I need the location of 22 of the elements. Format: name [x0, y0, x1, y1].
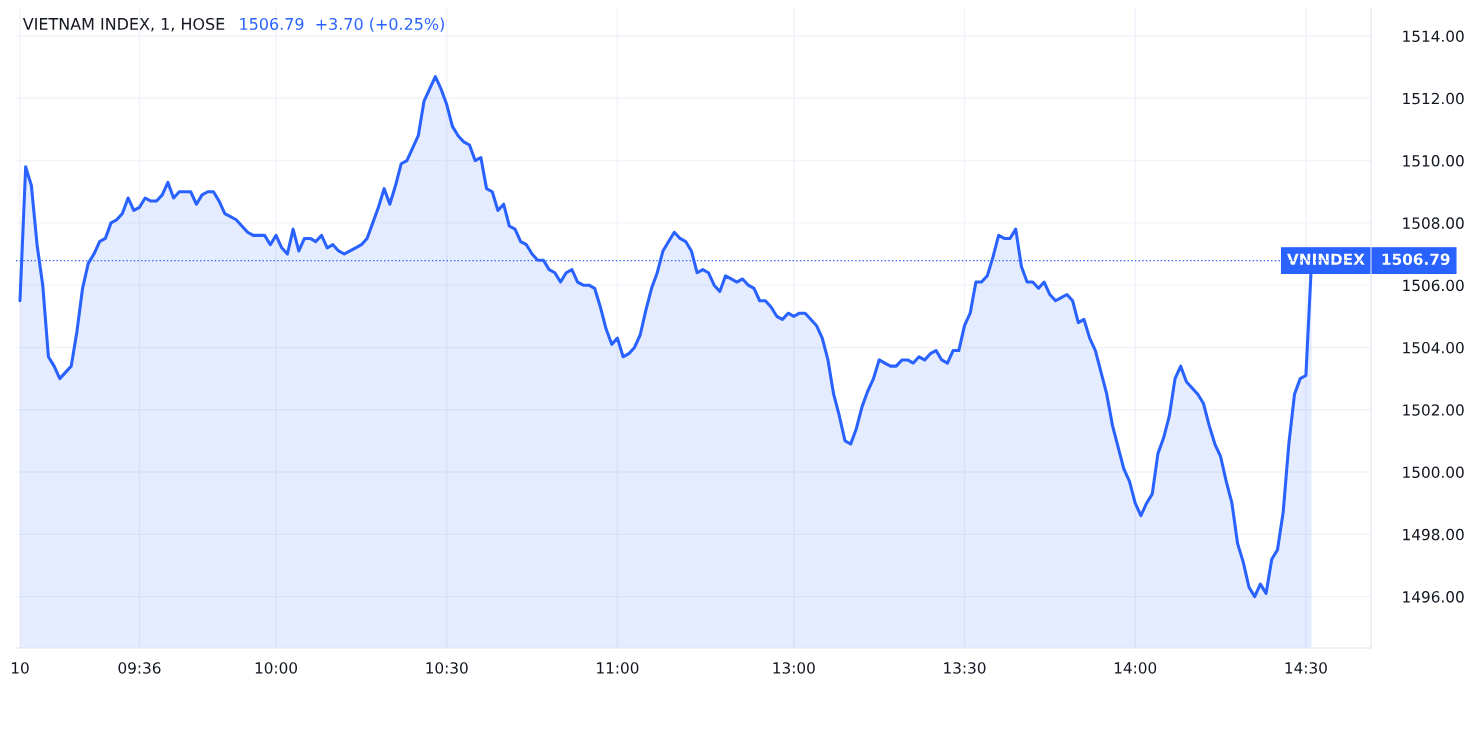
- x-tick-label: 14:00: [1114, 662, 1157, 674]
- x-tick-label: 10:30: [426, 662, 468, 674]
- y-tick-label: 1506.00: [1403, 279, 1464, 292]
- x-tick-label: 13:30: [944, 662, 986, 674]
- y-tick-label: 1514.00: [1403, 30, 1464, 43]
- y-tick-label: 1508.00: [1403, 217, 1464, 229]
- text: 1506.79 +3.70 (+0.25%): [240, 17, 444, 32]
- y-tick-label: 1502.00: [1403, 404, 1464, 416]
- x-tick-label: 11:00: [597, 662, 639, 674]
- y-tick-label: 1498.00: [1403, 528, 1464, 541]
- y-tick-label: 1500.00: [1403, 466, 1464, 479]
- text: VIETNAM INDEX, 1, HOSE: [22, 17, 225, 32]
- y-tick-label: 1504.00: [1403, 341, 1464, 354]
- x-tick-label: 09:36: [118, 662, 161, 674]
- x-tick-label: 13:00: [773, 662, 815, 674]
- ref-line-label: VNINDEX 1506.79: [1287, 253, 1450, 266]
- x-tick-label: 14:30: [1285, 662, 1327, 674]
- y-tick-label: 1496.00: [1403, 591, 1464, 603]
- y-tick-label: 1510.00: [1403, 155, 1464, 167]
- x-tick-label: 10: [11, 662, 29, 674]
- y-tick-label: 1512.00: [1403, 92, 1464, 105]
- x-tick-label: 10:00: [255, 662, 298, 674]
